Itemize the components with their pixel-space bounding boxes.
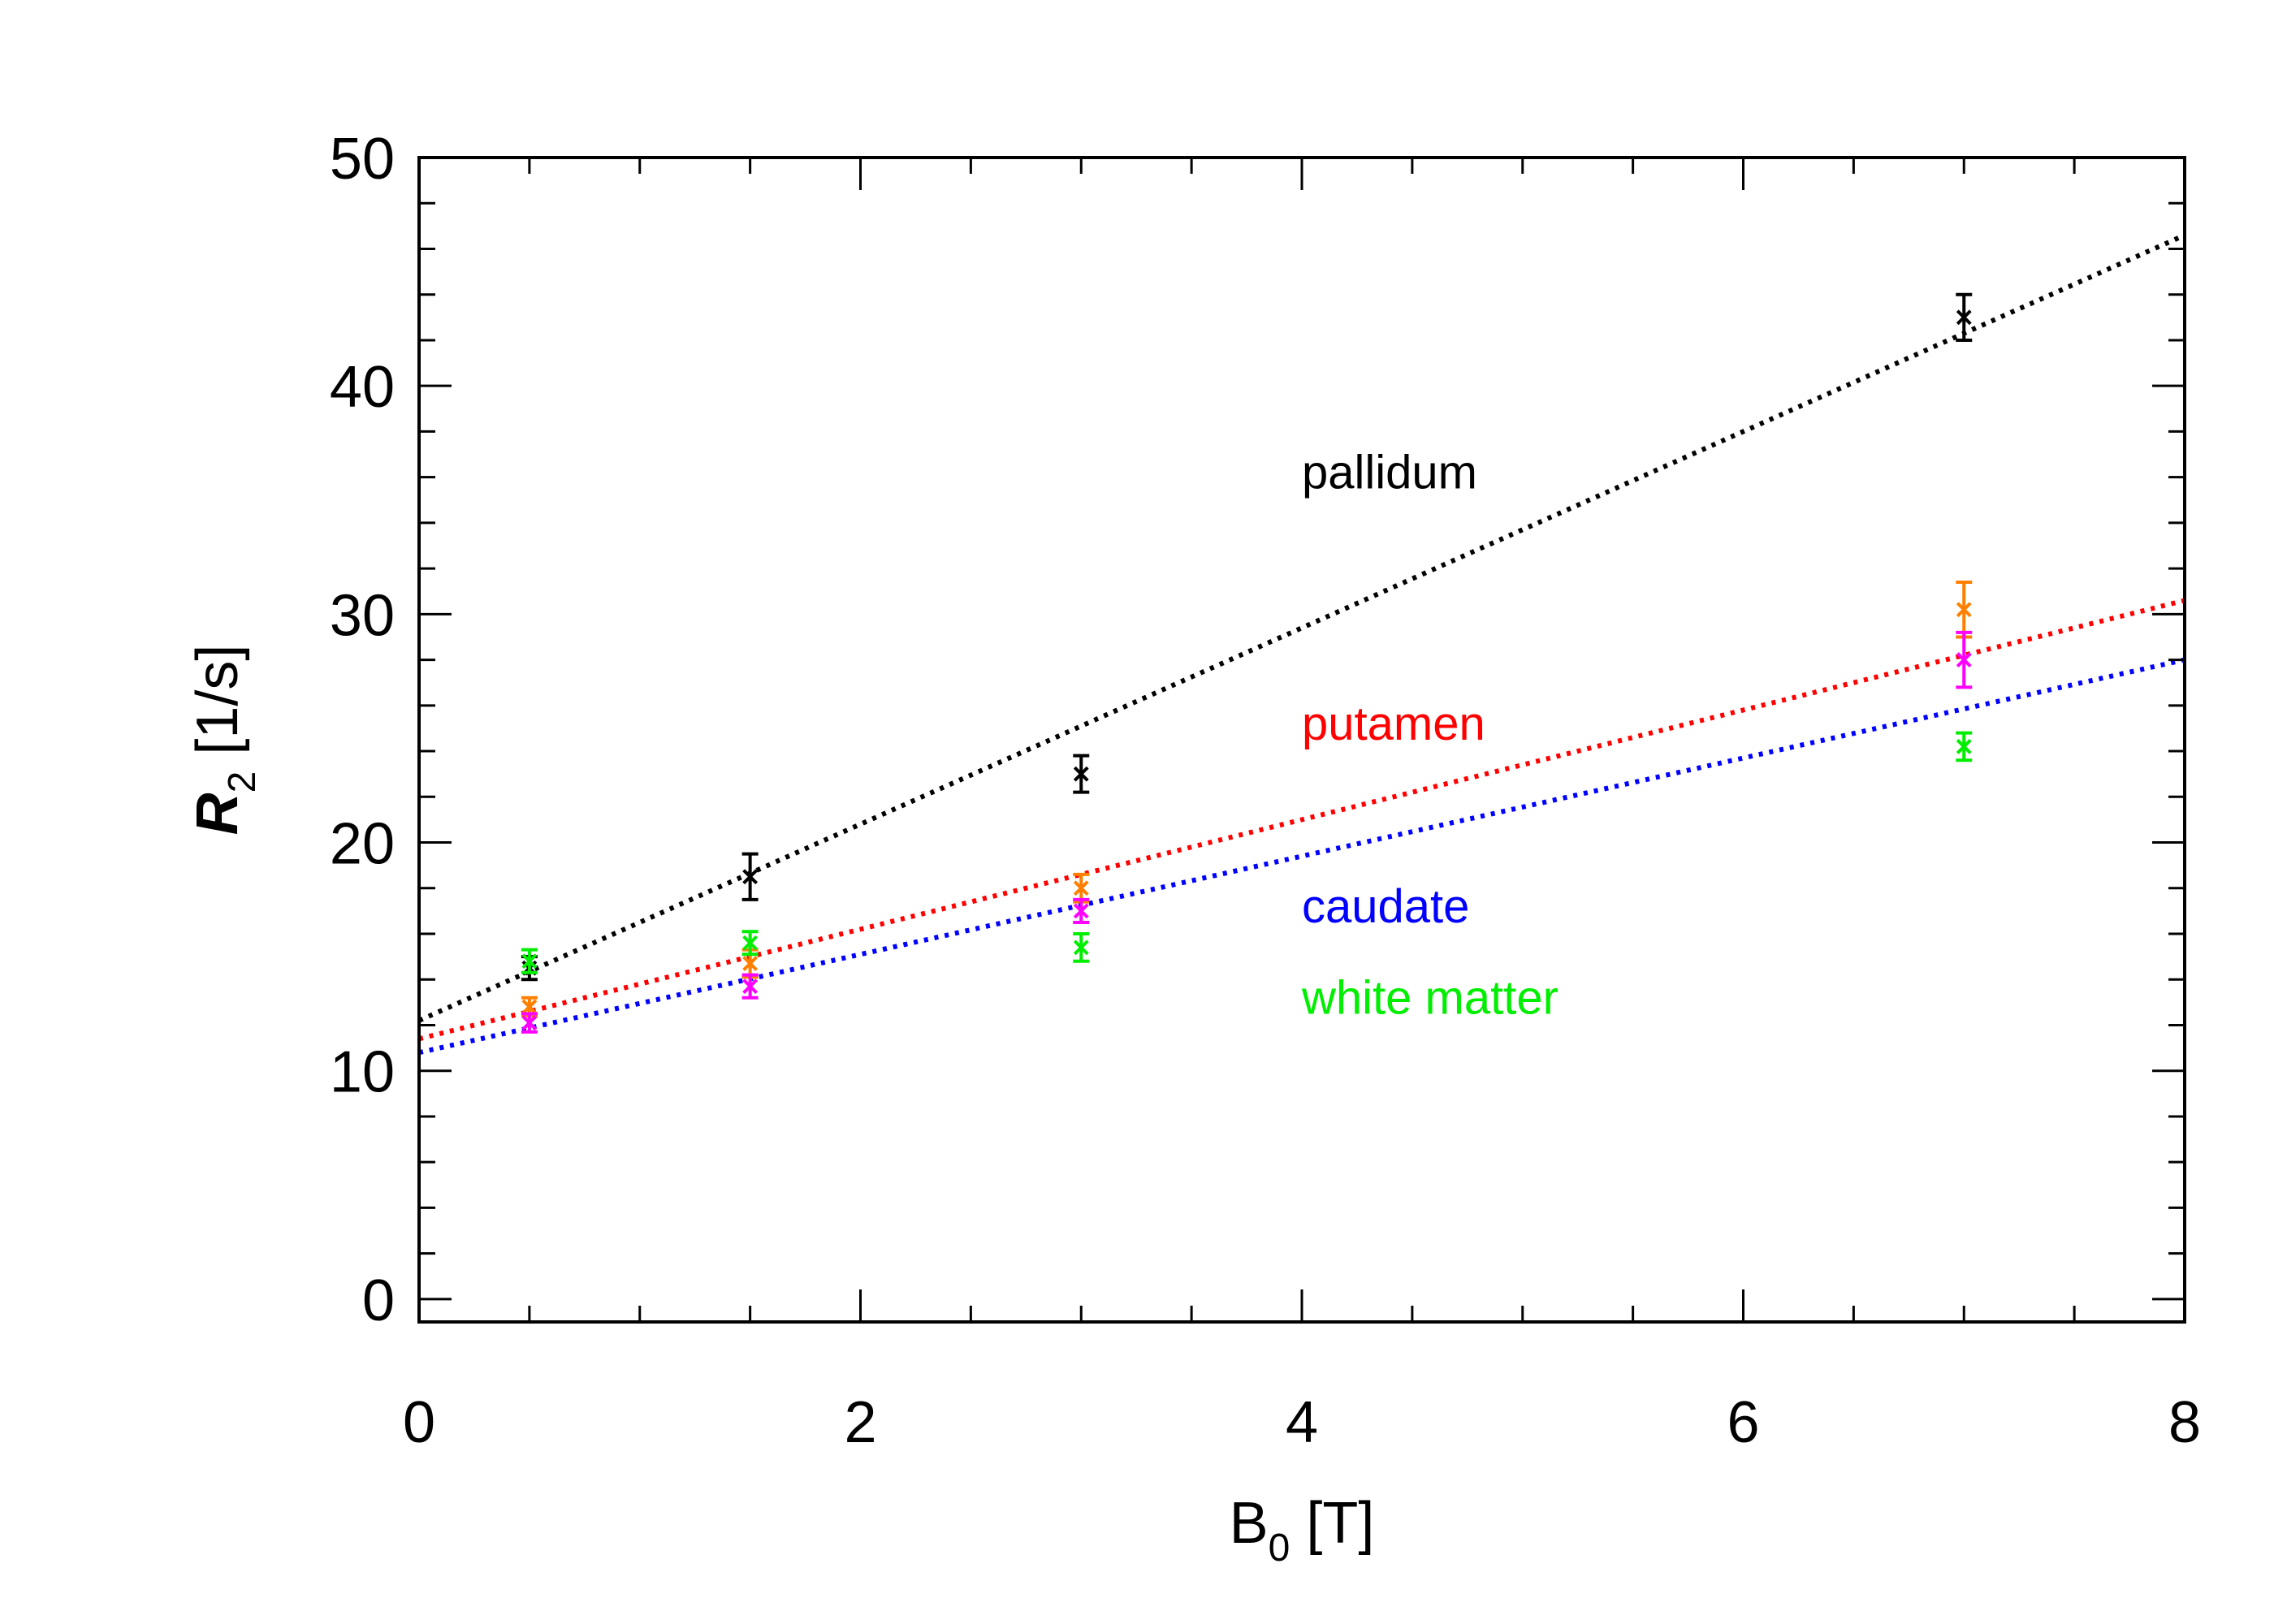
tick-labels: 0 2 4 6 8 0 10 20 30 40 50 — [330, 127, 2201, 1455]
data-point-white-matter — [741, 930, 759, 957]
data-point-caudate — [741, 973, 759, 1000]
data-point-pallidum — [1073, 754, 1090, 794]
data-point-caudate — [521, 1012, 538, 1034]
y-axis-title: R2 [1/s] — [185, 645, 264, 836]
fit-line-putamen — [418, 598, 2185, 1042]
series-label-pallidum: pallidum — [1302, 447, 1477, 499]
data-points — [521, 292, 1973, 1034]
fit-lines — [417, 232, 2186, 1056]
data-point-putamen — [1956, 580, 1973, 639]
axis-ticks — [417, 156, 2186, 1322]
x-axis-title: B0 [T] — [1230, 1491, 1375, 1570]
x-tick-label: 6 — [1727, 1390, 1759, 1455]
y-tick-label: 0 — [362, 1268, 395, 1333]
y-tick-label: 50 — [330, 127, 395, 192]
data-point-pallidum — [1956, 292, 1973, 342]
y-tick-label: 10 — [330, 1040, 395, 1105]
data-point-caudate — [1073, 897, 1090, 924]
series-label-putamen: putamen — [1302, 698, 1485, 750]
data-point-white-matter — [521, 948, 538, 974]
series-label-white-matter: white matter — [1301, 971, 1559, 1024]
data-point-putamen — [1073, 872, 1090, 904]
y-tick-label: 40 — [330, 355, 395, 420]
x-tick-label: 8 — [2168, 1390, 2201, 1455]
series-labels: pallidum putamen caudate white matter — [1301, 447, 1559, 1025]
data-point-white-matter — [1956, 731, 1973, 762]
data-point-pallidum — [741, 852, 759, 901]
data-point-white-matter — [1073, 932, 1090, 963]
y-tick-label: 30 — [330, 583, 395, 648]
x-tick-label: 4 — [1286, 1390, 1318, 1455]
x-tick-label: 2 — [844, 1390, 876, 1455]
y-tick-label: 20 — [330, 812, 395, 877]
series-label-caudate: caudate — [1302, 880, 1469, 933]
data-point-caudate — [1956, 630, 1973, 689]
x-tick-label: 0 — [403, 1390, 435, 1455]
